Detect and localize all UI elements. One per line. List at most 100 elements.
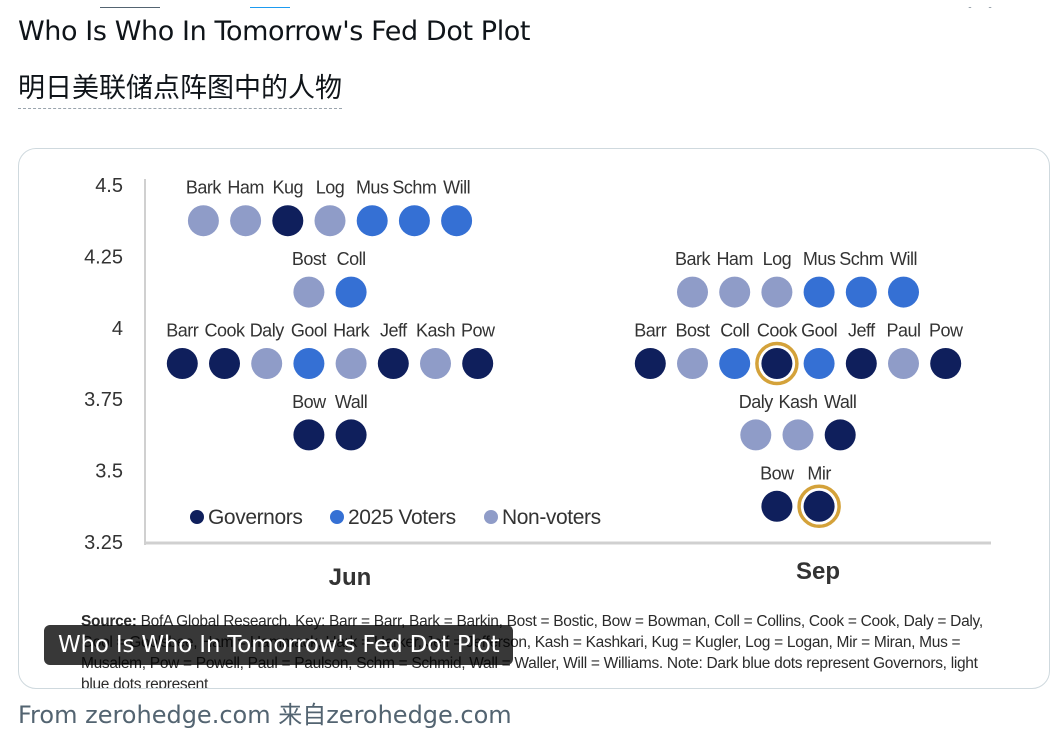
dot-label: Wall	[824, 392, 856, 412]
dot-label: Barr	[166, 321, 199, 341]
dot-coll	[719, 348, 751, 379]
dot-label: Daly	[739, 392, 774, 412]
dot-cook	[209, 348, 240, 379]
x-category-label: Jun	[329, 564, 372, 591]
dot-label: Jeff	[848, 321, 876, 341]
dot-jeff	[845, 348, 877, 379]
media-card[interactable]: 4.5 4.25 4 3.75 3.5 3.25 Bark Ham Kug Log Mus Schm…	[18, 148, 1050, 689]
dot-label: Cook	[204, 321, 246, 341]
dot-bow	[293, 419, 325, 451]
dot-label: Mir	[807, 463, 831, 483]
dot-label: Barr	[634, 321, 667, 341]
dot-label: Gool	[801, 321, 837, 341]
x-category-labels: Jun Sep	[329, 558, 840, 591]
dot-label: Log	[316, 178, 345, 198]
dot-label: Coll	[720, 321, 749, 341]
dot-label: Daly	[250, 321, 285, 341]
legend: Governors 2025 Voters Non-voters	[190, 506, 601, 529]
highlight-ring	[797, 484, 841, 529]
dot-pow	[462, 348, 494, 379]
dot-kug	[272, 205, 304, 237]
dot-label: Schm	[392, 178, 436, 198]
dot-label: Cook	[757, 321, 799, 341]
dot-wall	[335, 419, 367, 451]
dot-label: Will	[890, 249, 917, 269]
legend-marker	[330, 510, 344, 524]
legend-marker	[190, 510, 204, 524]
tweet-title: Who Is Who In Tomorrow's Fed Dot Plot	[18, 16, 531, 47]
dot-label: Coll	[337, 249, 366, 269]
legend-label: 2025 Voters	[348, 506, 456, 529]
dot-bow	[761, 490, 793, 522]
dot-coll	[335, 276, 367, 308]
footer-source-link[interactable]: From zerohedge.com 来自zerohedge.com	[18, 701, 512, 729]
dot-label: Kash	[778, 392, 817, 412]
dot-label: Pow	[929, 321, 964, 341]
y-tick-label: 4	[112, 318, 123, 340]
dot-label: Wall	[335, 392, 367, 412]
dot-barr	[166, 348, 198, 379]
dot-label: Ham	[716, 249, 753, 269]
dot-ham	[719, 276, 751, 308]
dot-label: Paul	[886, 321, 920, 341]
dot-label: Bark	[675, 249, 712, 269]
y-tick-label: 4.25	[84, 246, 123, 268]
dot-barr	[634, 348, 666, 379]
dot-mus	[356, 205, 388, 237]
dot-ham	[230, 205, 262, 237]
y-tick-label: 4.5	[95, 175, 123, 197]
dot-bost	[293, 276, 325, 308]
dot-mus	[803, 276, 835, 308]
dot-label: Bost	[292, 249, 327, 269]
dot-mir	[803, 490, 835, 522]
dot-log	[761, 276, 793, 308]
dot-label: Gool	[291, 321, 327, 341]
dot-bark	[187, 205, 219, 237]
dot-schm	[845, 276, 877, 308]
y-tick-label: 3.5	[95, 461, 123, 483]
dot-cook	[761, 348, 793, 379]
media-caption: Who Is Who In Tomorrow's Fed Dot Plot	[44, 625, 514, 665]
y-tick-label: 3.25	[84, 532, 123, 554]
dot-will	[441, 205, 473, 237]
dot-label: Hark	[333, 321, 371, 341]
dot-label: Bow	[760, 463, 795, 483]
dot-wall	[824, 419, 856, 451]
dot-label: Bark	[186, 178, 223, 198]
dot-daly	[740, 419, 772, 451]
dot-label: Bow	[292, 392, 327, 412]
legend-label: Governors	[208, 506, 302, 529]
dot-pow	[930, 348, 962, 379]
dot-group	[166, 205, 962, 529]
dot-label: Mus	[356, 178, 389, 198]
dot-label: Bost	[675, 321, 710, 341]
dot-schm	[398, 205, 430, 237]
dot-gool	[803, 348, 835, 379]
dot-label: Log	[763, 249, 792, 269]
previous-tweet-header-edge	[0, 0, 1060, 8]
dot-daly	[251, 348, 283, 379]
dot-hark	[335, 348, 367, 379]
dot-bark	[677, 276, 708, 308]
dot-label: Jeff	[380, 321, 408, 341]
highlight-ring	[755, 341, 799, 386]
dot-label: Kash	[416, 321, 455, 341]
dot-label: Mus	[803, 249, 836, 269]
dot-label: Pow	[461, 321, 496, 341]
x-category-label: Sep	[796, 558, 840, 585]
dot-gool	[293, 348, 325, 379]
dot-kash	[782, 419, 814, 451]
y-tick-labels: 4.5 4.25 4 3.75 3.5 3.25	[84, 175, 123, 554]
dot-jeff	[377, 348, 409, 379]
dot-log	[314, 205, 346, 237]
dot-will	[888, 276, 919, 308]
legend-label: Non-voters	[502, 506, 601, 529]
tweet-translation[interactable]: 明日美联储点阵图中的人物	[18, 70, 342, 109]
dot-label: Schm	[839, 249, 883, 269]
dot-kash	[420, 348, 451, 379]
dot-label: Kug	[273, 178, 304, 198]
dot-label: Ham	[227, 178, 264, 198]
legend-marker	[484, 510, 498, 524]
